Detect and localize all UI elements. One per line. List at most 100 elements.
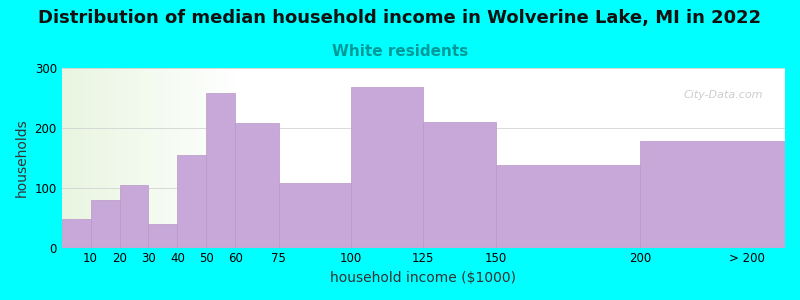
Bar xyxy=(315,68,318,248)
Bar xyxy=(221,68,225,248)
Bar xyxy=(626,68,630,248)
Bar xyxy=(134,68,138,248)
Bar xyxy=(459,68,463,248)
Bar xyxy=(763,68,767,248)
X-axis label: household income ($1000): household income ($1000) xyxy=(330,271,516,285)
Bar xyxy=(311,68,315,248)
Bar xyxy=(66,68,69,248)
Bar xyxy=(608,68,611,248)
Bar xyxy=(550,68,554,248)
Bar xyxy=(463,68,466,248)
Bar xyxy=(394,68,398,248)
Bar xyxy=(496,68,499,248)
Bar xyxy=(521,68,525,248)
Bar xyxy=(698,68,702,248)
Bar xyxy=(119,185,149,248)
Bar xyxy=(358,68,362,248)
Bar xyxy=(402,68,406,248)
Bar xyxy=(677,68,680,248)
Bar xyxy=(105,68,109,248)
Bar xyxy=(687,68,691,248)
Bar xyxy=(658,68,662,248)
Bar xyxy=(264,68,268,248)
Bar xyxy=(366,68,369,248)
Bar xyxy=(409,68,413,248)
Bar xyxy=(202,68,206,248)
Bar xyxy=(572,68,575,248)
Bar xyxy=(80,68,83,248)
Bar xyxy=(250,68,254,248)
Bar xyxy=(601,68,604,248)
Bar xyxy=(300,68,304,248)
Bar xyxy=(383,68,387,248)
Bar xyxy=(539,68,542,248)
Bar xyxy=(98,68,102,248)
Bar xyxy=(232,68,235,248)
Bar xyxy=(271,68,275,248)
Bar xyxy=(416,68,420,248)
Bar xyxy=(62,68,66,248)
Bar xyxy=(268,68,271,248)
Bar xyxy=(680,68,684,248)
Bar xyxy=(178,68,181,248)
Bar xyxy=(568,68,572,248)
Bar xyxy=(354,68,358,248)
Bar xyxy=(611,68,615,248)
Bar xyxy=(293,68,297,248)
Bar xyxy=(496,165,640,247)
Bar xyxy=(630,68,633,248)
Bar xyxy=(590,68,594,248)
Bar xyxy=(756,68,760,248)
Bar xyxy=(575,68,579,248)
Bar xyxy=(427,68,430,248)
Bar xyxy=(235,123,278,248)
Bar xyxy=(138,68,142,248)
Bar xyxy=(615,68,618,248)
Bar xyxy=(723,68,727,248)
Bar xyxy=(275,68,278,248)
Y-axis label: households: households xyxy=(15,118,29,197)
Bar xyxy=(691,68,694,248)
Bar xyxy=(449,68,452,248)
Bar xyxy=(782,68,785,248)
Bar xyxy=(637,68,640,248)
Bar xyxy=(423,122,496,248)
Bar xyxy=(326,68,330,248)
Bar xyxy=(478,68,482,248)
Bar xyxy=(188,68,192,248)
Bar xyxy=(239,68,242,248)
Bar xyxy=(318,68,322,248)
Bar xyxy=(149,224,178,248)
Bar xyxy=(76,68,80,248)
Bar xyxy=(333,68,337,248)
Bar xyxy=(246,68,250,248)
Bar xyxy=(604,68,608,248)
Bar xyxy=(510,68,514,248)
Bar xyxy=(156,68,159,248)
Bar xyxy=(340,68,344,248)
Bar xyxy=(579,68,582,248)
Bar xyxy=(83,68,87,248)
Bar xyxy=(420,68,423,248)
Bar xyxy=(206,93,235,247)
Bar xyxy=(286,68,290,248)
Bar xyxy=(116,68,119,248)
Bar xyxy=(456,68,459,248)
Bar xyxy=(423,68,427,248)
Bar xyxy=(640,68,644,248)
Bar xyxy=(774,68,778,248)
Bar xyxy=(485,68,489,248)
Bar xyxy=(713,68,716,248)
Bar xyxy=(210,68,214,248)
Bar xyxy=(499,68,503,248)
Bar xyxy=(492,68,496,248)
Bar xyxy=(369,68,373,248)
Bar xyxy=(557,68,561,248)
Bar xyxy=(742,68,746,248)
Bar xyxy=(282,68,286,248)
Bar xyxy=(214,68,217,248)
Bar xyxy=(506,68,510,248)
Bar xyxy=(73,68,76,248)
Bar xyxy=(546,68,550,248)
Bar xyxy=(123,68,126,248)
